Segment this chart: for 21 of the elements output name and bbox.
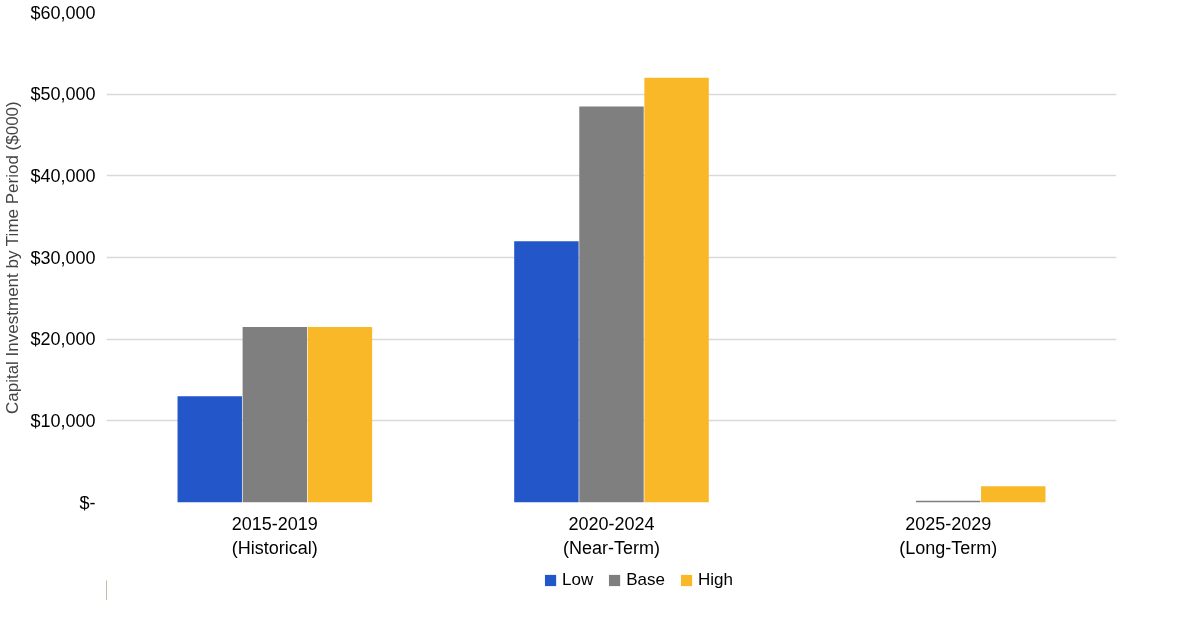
bar — [177, 396, 242, 503]
y-tick-label: $- — [79, 492, 96, 513]
y-tick-label: $40,000 — [30, 165, 96, 186]
bar — [242, 326, 308, 503]
legend-label: Base — [626, 570, 665, 590]
bar — [579, 106, 644, 503]
x-tick-label: 2025-2029 (Long-Term) — [899, 513, 998, 558]
y-tick-label: $30,000 — [30, 247, 96, 268]
y-axis-title: Capital Investment by Time Period ($000) — [3, 101, 23, 415]
bar — [981, 486, 1046, 503]
bar — [514, 241, 579, 503]
x-tick-label: 2015-2019 (Historical) — [231, 513, 318, 558]
y-tick-label: $60,000 — [30, 2, 96, 23]
y-tick-label: $10,000 — [30, 410, 96, 431]
legend-label: High — [697, 570, 733, 590]
legend-label: Low — [562, 570, 594, 590]
bar — [644, 77, 709, 503]
x-tick-label: 2020-2024 (Near-Term) — [563, 513, 660, 558]
bar — [307, 326, 373, 503]
y-tick-label: $50,000 — [30, 84, 96, 105]
y-tick-label: $20,000 — [30, 329, 96, 350]
